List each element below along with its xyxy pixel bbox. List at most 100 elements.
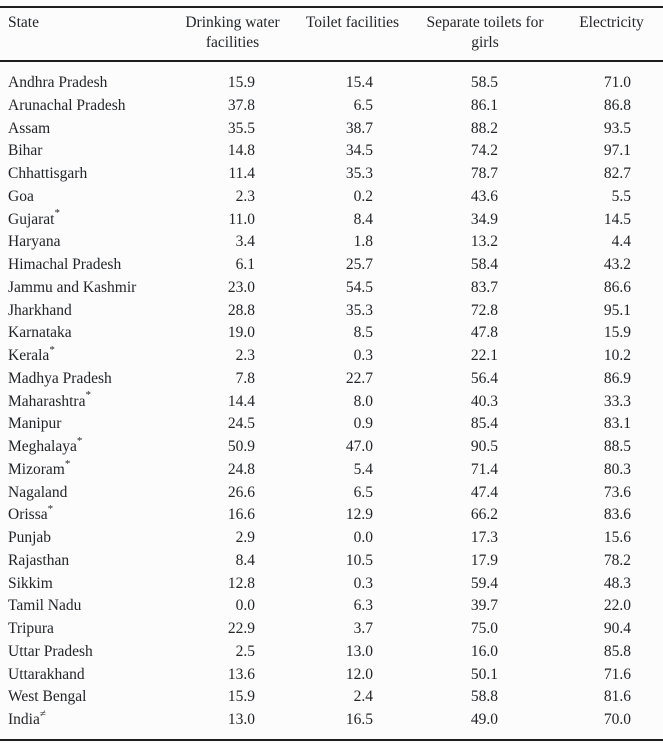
cell-value: 10.5 bbox=[345, 551, 373, 569]
cell-state-name: Maharashtra* bbox=[8, 389, 91, 410]
table-row: Kerala* 2.3 0.3 22.1 10.2 bbox=[0, 344, 663, 368]
footnote-marker: ≠ bbox=[39, 707, 46, 720]
cell-value: 15.9 bbox=[603, 324, 631, 342]
footnote-marker: * bbox=[47, 503, 54, 516]
column-header-toilet-facilities: Toilet facilities bbox=[295, 6, 410, 62]
cell-value: 81.6 bbox=[603, 688, 631, 706]
cell-value: 78.2 bbox=[603, 551, 631, 569]
cell-value: 15.4 bbox=[345, 74, 373, 91]
cell-value: 22.7 bbox=[345, 369, 373, 387]
cell-value: 47.0 bbox=[345, 438, 373, 455]
cell-value: 14.4 bbox=[227, 392, 255, 410]
cell-value: 11.4 bbox=[228, 165, 255, 182]
cell-value: 71.0 bbox=[603, 74, 631, 91]
cell-value: 8.5 bbox=[353, 324, 373, 342]
table-row: Orissa* 16.6 12.9 66.2 83.6 bbox=[0, 504, 663, 527]
cell-value: 72.8 bbox=[470, 301, 498, 319]
cell-value: 88.2 bbox=[470, 119, 498, 137]
cell-value: 13.2 bbox=[470, 233, 498, 251]
cell-value: 6.3 bbox=[353, 597, 373, 615]
cell-value: 58.5 bbox=[470, 74, 498, 91]
cell-state-name: Rajasthan bbox=[8, 551, 70, 569]
cell-value: 33.3 bbox=[603, 392, 631, 410]
cell-state-name: Assam bbox=[8, 119, 51, 137]
cell-value: 15.9 bbox=[227, 688, 255, 706]
cell-state-name: Mizoram* bbox=[8, 457, 71, 478]
cell-value: 73.6 bbox=[603, 483, 631, 501]
footnote-marker: * bbox=[64, 457, 71, 470]
cell-value: 0.9 bbox=[353, 415, 373, 433]
column-header-electricity: Electricity bbox=[560, 6, 663, 62]
cell-value: 22.0 bbox=[603, 597, 631, 615]
cell-value: 3.7 bbox=[353, 620, 373, 637]
cell-value: 19.0 bbox=[227, 324, 255, 342]
cell-value: 16.0 bbox=[470, 642, 498, 660]
cell-value: 43.2 bbox=[603, 256, 631, 273]
cell-value: 88.5 bbox=[603, 438, 631, 455]
cell-value: 82.7 bbox=[603, 165, 631, 182]
table-row: Chhattisgarh 11.4 35.3 78.7 82.7 bbox=[0, 163, 663, 186]
cell-value: 8.0 bbox=[353, 392, 373, 410]
cell-value: 48.3 bbox=[603, 574, 631, 592]
cell-state-name: Punjab bbox=[8, 529, 52, 546]
table-row: Gujarat* 11.0 8.4 34.9 14.5 bbox=[0, 207, 663, 232]
cell-value: 49.0 bbox=[470, 711, 498, 728]
cell-state-name: Karnataka bbox=[8, 324, 72, 342]
cell-value: 22.9 bbox=[227, 620, 255, 637]
cell-state-name: Orissa* bbox=[8, 503, 54, 524]
cell-value: 86.6 bbox=[603, 278, 631, 296]
cell-state-name: India≠ bbox=[8, 707, 46, 728]
table-row: Sikkim 12.8 0.3 59.4 48.3 bbox=[0, 573, 663, 596]
cell-value: 71.4 bbox=[470, 460, 498, 478]
column-header-drinking-water: Drinking water facilities bbox=[170, 6, 295, 62]
cell-value: 71.6 bbox=[603, 665, 631, 683]
cell-value: 35.3 bbox=[345, 301, 373, 319]
cell-value: 93.5 bbox=[603, 119, 631, 137]
cell-value: 66.2 bbox=[470, 506, 498, 524]
cell-value: 1.8 bbox=[353, 233, 373, 251]
table-row: Tamil Nadu 0.0 6.3 39.7 22.0 bbox=[0, 595, 663, 618]
footnote-marker: * bbox=[76, 434, 83, 447]
cell-value: 34.5 bbox=[345, 142, 373, 160]
cell-value: 6.5 bbox=[353, 96, 373, 114]
footnote-marker: * bbox=[85, 389, 91, 402]
cell-state-name: Madhya Pradesh bbox=[8, 369, 112, 387]
cell-value: 6.5 bbox=[353, 483, 373, 501]
cell-state-name: Jammu and Kashmir bbox=[8, 278, 137, 296]
cell-value: 8.4 bbox=[235, 551, 255, 569]
cell-value: 14.8 bbox=[227, 142, 255, 160]
cell-value: 13.6 bbox=[227, 665, 255, 683]
cell-value: 90.4 bbox=[603, 620, 631, 637]
cell-value: 58.8 bbox=[470, 688, 498, 706]
cell-value: 74.2 bbox=[470, 142, 498, 160]
cell-state-name: Haryana bbox=[8, 233, 61, 251]
cell-state-name: Bihar bbox=[8, 142, 43, 160]
cell-value: 24.8 bbox=[227, 460, 255, 478]
cell-value: 40.3 bbox=[470, 392, 498, 410]
cell-value: 35.5 bbox=[227, 119, 255, 137]
table-header: State Drinking water facilities Toilet f… bbox=[0, 6, 663, 62]
cell-state-name: Arunachal Pradesh bbox=[8, 96, 126, 114]
cell-state-name: Himachal Pradesh bbox=[8, 256, 122, 273]
cell-state-name: Jharkhand bbox=[8, 301, 72, 319]
cell-value: 37.8 bbox=[227, 96, 255, 114]
table-row: West Bengal 15.9 2.4 58.8 81.6 bbox=[0, 686, 663, 709]
cell-value: 50.1 bbox=[470, 665, 498, 683]
table-row: Bihar 14.8 34.5 74.2 97.1 bbox=[0, 140, 663, 163]
footnote-marker: * bbox=[54, 207, 60, 220]
cell-value: 83.7 bbox=[470, 278, 498, 296]
table-row: Uttarakhand 13.6 12.0 50.1 71.6 bbox=[0, 664, 663, 687]
table-row: Uttar Pradesh 2.5 13.0 16.0 85.8 bbox=[0, 641, 663, 664]
table-row: Rajasthan 8.4 10.5 17.9 78.2 bbox=[0, 550, 663, 573]
cell-value: 39.7 bbox=[470, 597, 498, 615]
cell-state-name: Uttarakhand bbox=[8, 665, 85, 683]
cell-value: 3.4 bbox=[235, 233, 255, 251]
table-row: Assam 35.5 38.7 88.2 93.5 bbox=[0, 118, 663, 141]
cell-value: 25.7 bbox=[345, 256, 373, 273]
cell-value: 83.6 bbox=[603, 506, 631, 524]
cell-value: 86.9 bbox=[603, 369, 631, 387]
cell-value: 0.0 bbox=[353, 529, 373, 546]
cell-value: 16.5 bbox=[345, 711, 373, 728]
cell-value: 12.8 bbox=[227, 574, 255, 592]
table-row: Jammu and Kashmir 23.0 54.5 83.7 86.6 bbox=[0, 277, 663, 300]
